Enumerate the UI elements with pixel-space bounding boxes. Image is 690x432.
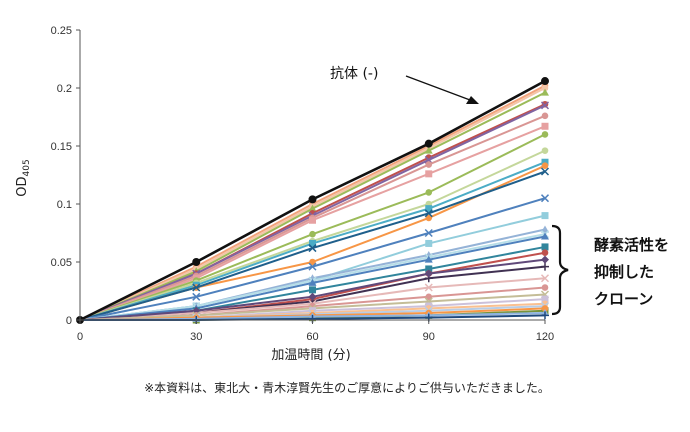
y-tick-label: 0.1 — [57, 199, 72, 211]
y-axis-title-main: OD — [15, 176, 30, 196]
bracket-label-line3: クローン — [594, 290, 653, 308]
data-point — [425, 189, 433, 196]
data-point — [541, 249, 549, 257]
data-point — [309, 216, 316, 224]
footnote-text: ※本資料は、東北大・青木淳賢先生のご厚意によりご供与いただきました。 — [144, 380, 550, 395]
antibody-arrow-head — [466, 96, 479, 104]
x-tick-group: 0 30 60 90 120 — [77, 320, 554, 343]
data-point — [425, 293, 433, 301]
data-point — [541, 131, 549, 138]
data-point — [425, 214, 433, 222]
data-point — [308, 278, 317, 286]
data-point — [425, 265, 433, 273]
bracket-shape — [551, 224, 569, 316]
data-point — [541, 77, 549, 86]
data-point — [541, 84, 549, 92]
y-axis-title-sub: 405 — [22, 159, 32, 176]
data-point — [541, 305, 549, 312]
series-22 — [77, 255, 549, 323]
data-point — [309, 258, 316, 266]
data-point — [425, 239, 433, 247]
data-point — [309, 286, 316, 294]
y-axis-title: OD405 — [15, 159, 32, 196]
y-tick-group: 0 0.05 0.1 0.15 0.2 0.25 — [51, 25, 80, 327]
data-point — [425, 205, 433, 213]
data-point — [424, 209, 433, 218]
data-point — [424, 269, 433, 278]
data-point — [192, 292, 201, 301]
data-point — [540, 194, 550, 203]
data-point — [541, 88, 549, 96]
data-point — [425, 161, 433, 168]
data-point — [541, 212, 549, 220]
data-point — [308, 262, 317, 271]
bracket-label-line1: 酵素活性を — [594, 236, 669, 254]
data-point — [541, 112, 549, 120]
data-point — [541, 255, 549, 264]
data-point — [541, 225, 549, 233]
data-point — [540, 167, 550, 176]
x-axis-title: 加温時間 (分) — [271, 348, 350, 363]
data-point — [424, 139, 433, 148]
data-point — [309, 230, 316, 238]
antibody-label: 抗体 (-) — [330, 66, 378, 82]
data-point — [192, 258, 201, 266]
x-tick-label: 0 — [77, 331, 83, 343]
data-point — [541, 232, 549, 240]
data-point — [308, 244, 317, 253]
data-point — [308, 195, 317, 204]
x-tick-label: 90 — [423, 331, 435, 343]
data-point — [308, 292, 317, 301]
y-tick-label: 0 — [66, 315, 72, 327]
data-point — [541, 162, 549, 170]
data-point — [541, 158, 549, 166]
data-point — [424, 228, 433, 238]
data-point — [541, 243, 549, 251]
x-tick-label: 30 — [190, 331, 202, 343]
data-point — [541, 122, 549, 130]
data-point — [541, 147, 549, 154]
data-point — [541, 311, 549, 320]
y-tick-label: 0.25 — [51, 25, 72, 37]
data-point — [541, 262, 549, 271]
x-tick-label: 60 — [306, 331, 318, 343]
series-0 — [76, 77, 549, 324]
data-point — [309, 239, 316, 247]
y-tick-label: 0.15 — [51, 141, 72, 153]
data-point — [424, 146, 433, 154]
bracket-label-line2: 抑制した — [594, 263, 654, 281]
data-point — [424, 283, 433, 292]
data-point — [425, 170, 433, 178]
antibody-arrow-line — [405, 75, 471, 101]
plot-series-group — [76, 77, 550, 324]
y-tick-label: 0.2 — [57, 83, 72, 95]
data-point — [541, 284, 549, 291]
data-point — [540, 101, 550, 110]
data-point — [424, 255, 433, 263]
data-point — [308, 204, 317, 212]
x-tick-label: 120 — [536, 331, 554, 343]
y-tick-label: 0.05 — [51, 257, 72, 269]
data-point — [540, 274, 550, 283]
data-point — [541, 295, 549, 303]
data-point — [192, 283, 201, 292]
